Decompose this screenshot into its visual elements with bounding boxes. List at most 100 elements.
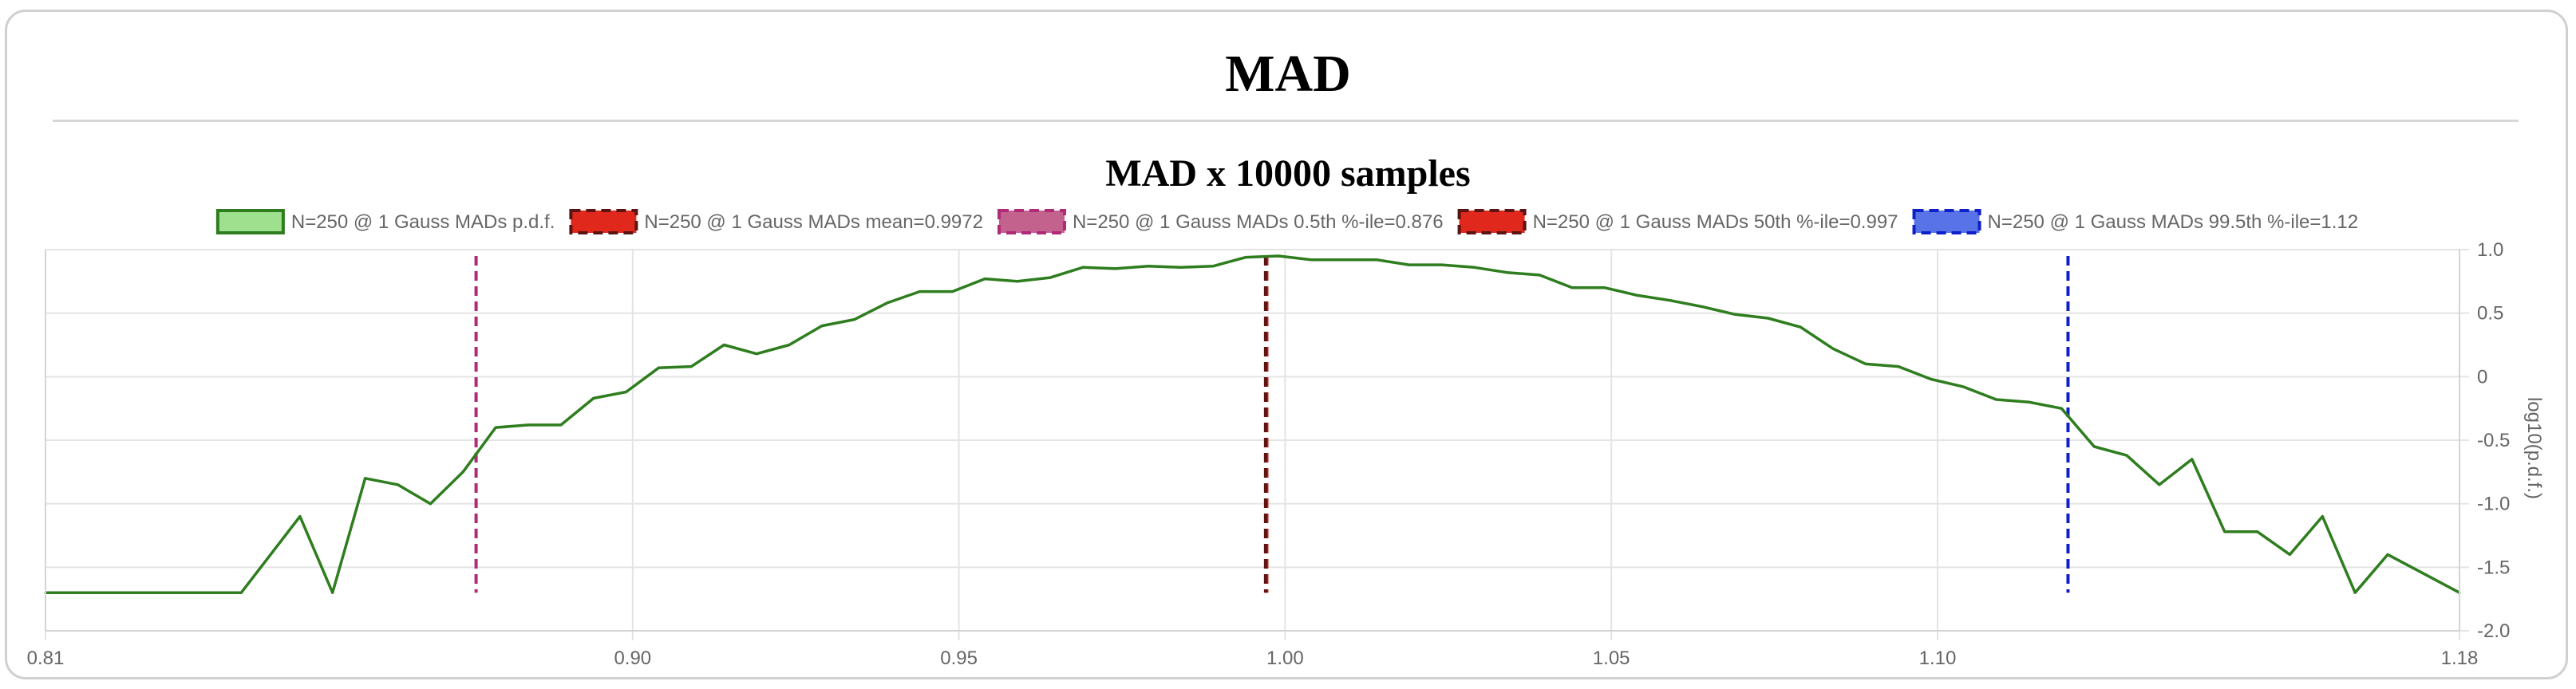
pdf-data-point — [919, 290, 922, 293]
pdf-data-point — [853, 318, 856, 321]
legend-swatch — [569, 209, 638, 234]
legend-swatch — [1912, 209, 1981, 234]
pdf-data-point — [1538, 274, 1541, 277]
x-tick-label: 1.05 — [1593, 648, 1630, 669]
pdf-data-point — [1016, 280, 1019, 283]
pdf-data-point — [983, 278, 986, 281]
pdf-data-point — [1701, 305, 1705, 309]
pdf-data-point — [1440, 263, 1444, 266]
x-tick-label: 1.00 — [1266, 648, 1304, 669]
y-tick-label: -0.5 — [2477, 430, 2510, 451]
pdf-data-point — [396, 483, 399, 486]
pdf-data-point — [788, 344, 791, 346]
pdf-data-point — [1472, 266, 1476, 269]
pdf-data-point — [1636, 293, 1639, 297]
pdf-data-point — [2223, 530, 2226, 533]
pdf-data-point — [1049, 276, 1052, 279]
grid — [45, 249, 2469, 640]
pdf-data-point — [1211, 265, 1215, 268]
pdf-data-point — [1962, 385, 1966, 388]
pdf-data-point — [109, 591, 113, 594]
pdf-data-point — [1603, 286, 1606, 289]
legend-label: N=250 @ 1 Gauss MADs 50th %-ile=0.997 — [1533, 211, 1898, 233]
legend-item-4[interactable]: N=250 @ 1 Gauss MADs 99.5th %-ile=1.12 — [1912, 209, 2359, 234]
pdf-data-point — [1831, 347, 1835, 350]
pdf-data-point — [1570, 286, 1574, 289]
pdf-data-point — [2027, 400, 2030, 404]
x-tick-label: 0.95 — [940, 648, 978, 669]
pdf-data-point — [1147, 265, 1150, 268]
title-divider — [53, 120, 2519, 122]
pdf-data-point — [2158, 483, 2161, 486]
pdf-data-point — [1342, 258, 1345, 262]
pdf-data-point — [1734, 313, 1736, 316]
pdf-data-point — [1995, 398, 1998, 401]
legend-item-2[interactable]: N=250 @ 1 Gauss MADs 0.5th %-ile=0.876 — [997, 209, 1444, 234]
pdf-data-point — [1408, 263, 1411, 266]
y-tick-label: 0.5 — [2477, 303, 2503, 325]
x-tick-label: 1.18 — [2441, 648, 2479, 669]
pdf-data-point — [2321, 515, 2324, 518]
pdf-data-point — [175, 591, 178, 594]
pdf-data-point — [239, 591, 243, 594]
pdf-data-point — [1277, 254, 1280, 258]
legend-label: N=250 @ 1 Gauss MADs p.d.f. — [291, 211, 555, 233]
pdf-data-point — [755, 352, 758, 356]
pdf-data-point — [2060, 407, 2063, 410]
pdf-data-point — [1505, 271, 1508, 274]
pdf-data-point — [2353, 591, 2357, 594]
y-tick-label: 1.0 — [2477, 239, 2503, 261]
pdf-data-point — [2386, 553, 2389, 556]
pdf-data-point — [461, 470, 464, 474]
y-tick-label: -1.0 — [2477, 494, 2510, 515]
x-tick-label: 0.81 — [27, 648, 65, 669]
legend[interactable]: N=250 @ 1 Gauss MADs p.d.f. N=250 @ 1 Gau… — [215, 209, 2359, 234]
pdf-data-point — [689, 365, 693, 368]
pdf-data-point — [2125, 454, 2128, 457]
pdf-data-point — [2092, 445, 2096, 448]
pdf-data-point — [1081, 266, 1085, 269]
legend-label: N=250 @ 1 Gauss MADs 99.5th %-ile=1.12 — [1988, 211, 2359, 233]
pdf-data-point — [429, 502, 432, 506]
plot-area — [44, 254, 2461, 594]
legend-item-0[interactable]: N=250 @ 1 Gauss MADs p.d.f. — [215, 209, 555, 234]
pdf-data-point — [1244, 256, 1247, 259]
pdf-data-point — [1310, 258, 1313, 262]
legend-swatch — [1457, 209, 1527, 234]
pdf-data-point — [1864, 362, 1867, 365]
y-tick-label: -2.0 — [2477, 620, 2510, 642]
pdf-data-point — [820, 325, 824, 328]
y-axis-label: log10(p.d.f.) — [2523, 397, 2545, 499]
pdf-data-point — [1375, 258, 1378, 262]
pdf-data-point — [1799, 325, 1802, 329]
pdf-data-point — [625, 390, 628, 393]
pdf-data-point — [950, 290, 954, 293]
legend-item-3[interactable]: N=250 @ 1 Gauss MADs 50th %-ile=0.997 — [1457, 209, 1898, 234]
chart-title: MAD x 10000 samples — [1105, 152, 1470, 195]
pdf-data-point — [886, 301, 889, 305]
pdf-data-point — [592, 396, 595, 400]
pdf-data-point — [527, 423, 530, 427]
pdf-data-point — [364, 477, 367, 480]
pdf-data-point — [1114, 267, 1117, 270]
pdf-data-point — [1179, 266, 1183, 269]
pdf-data-point — [559, 423, 563, 427]
pdf-data-point — [494, 426, 497, 429]
pdf-data-point — [2288, 553, 2291, 556]
axes: 0.81 0.90 0.95 1.00 1.05 1.10 1.18 1.0 0.5 0 -0.5 -… — [27, 239, 2511, 669]
pdf-data-point — [1669, 299, 1672, 302]
pdf-data-point — [1766, 317, 1769, 320]
reference-lines — [474, 255, 2070, 593]
y-tick-label: 0 — [2477, 366, 2487, 388]
pdf-data-point — [298, 515, 302, 518]
legend-label: N=250 @ 1 Gauss MADs 0.5th %-ile=0.876 — [1073, 211, 1444, 233]
pdf-data-point — [2256, 530, 2259, 533]
pdf-data-point — [722, 344, 725, 346]
legend-item-1[interactable]: N=250 @ 1 Gauss MADs mean=0.9972 — [569, 209, 983, 234]
pdf-data-point — [1897, 365, 1900, 368]
page-title: MAD — [1225, 45, 1351, 103]
x-tick-label: 1.10 — [1919, 648, 1957, 669]
legend-label: N=250 @ 1 Gauss MADs mean=0.9972 — [644, 211, 983, 233]
legend-swatch — [997, 209, 1066, 234]
